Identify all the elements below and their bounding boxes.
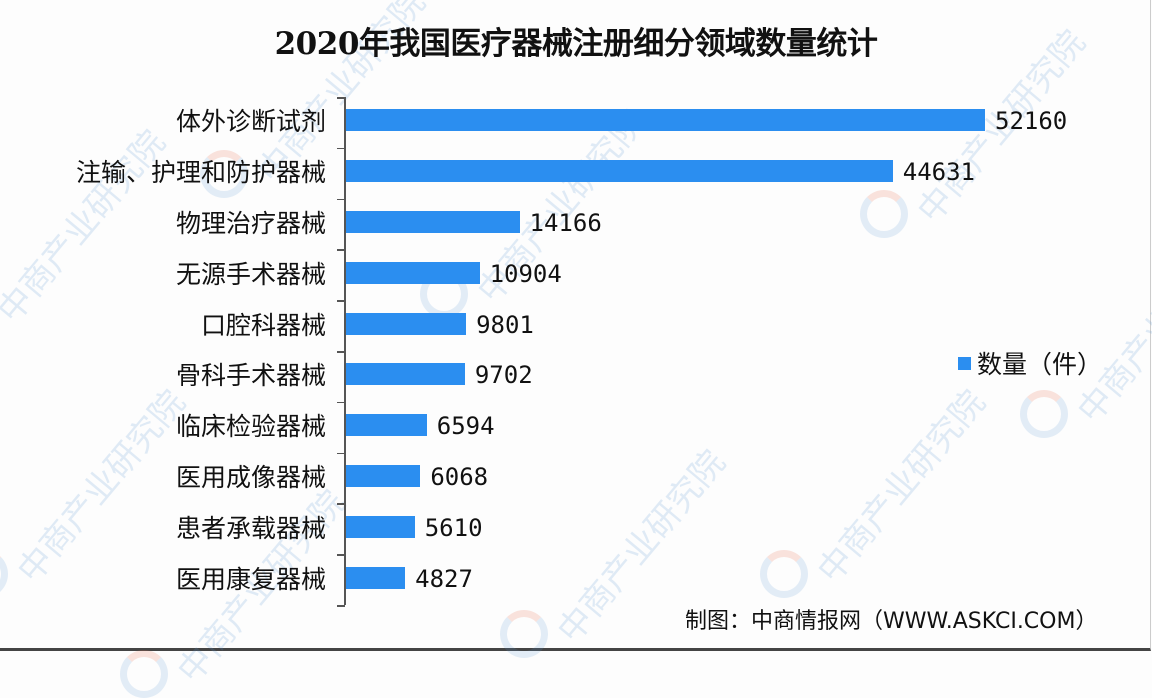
category-label: 无源手术器械 — [175, 259, 326, 289]
data-label: 6594 — [436, 412, 495, 441]
bar — [346, 211, 520, 233]
y-axis-tick — [337, 198, 345, 201]
y-axis-tick — [337, 249, 345, 251]
legend: 数量（件） — [958, 345, 1102, 381]
chart-frame — [0, 0, 1151, 651]
bar — [346, 109, 985, 132]
data-label: 10904 — [489, 259, 562, 288]
category-label: 医用康复器械 — [175, 564, 326, 594]
source-note: 制图：中商情报网（WWW.ASKCI.COM） — [685, 609, 1098, 634]
bar — [346, 312, 467, 335]
y-axis-tick — [337, 351, 345, 353]
y-axis-tick — [337, 147, 345, 150]
category-label: 物理治疗器械 — [175, 209, 326, 238]
category-label: 临床检验器械 — [175, 412, 326, 442]
category-label: 体外诊断试剂 — [175, 107, 326, 137]
bar — [346, 261, 480, 284]
chart-title: 2020年我国医疗器械注册细分领域数量统计 — [274, 26, 878, 62]
category-label: 患者承载器械 — [175, 513, 326, 543]
bar — [346, 465, 421, 487]
data-label: 9702 — [474, 361, 533, 390]
data-label: 14166 — [529, 209, 602, 237]
y-axis-tick — [337, 401, 345, 404]
y-axis-line — [344, 97, 346, 605]
data-label: 52160 — [995, 107, 1068, 136]
y-axis-tick — [337, 452, 345, 455]
watermark-logo-icon — [120, 650, 168, 698]
data-label: 6068 — [430, 463, 489, 491]
bar — [346, 160, 893, 183]
data-label: 5610 — [424, 513, 483, 542]
y-axis-tick — [337, 97, 345, 99]
bar — [346, 414, 427, 437]
bar — [346, 363, 465, 386]
category-label: 骨科手术器械 — [175, 361, 326, 391]
data-label: 9801 — [476, 310, 534, 339]
legend-swatch — [958, 356, 971, 370]
category-label: 医用成像器械 — [175, 463, 326, 492]
y-axis-tick — [337, 605, 345, 607]
legend-label: 数量（件） — [977, 350, 1103, 379]
category-label: 口腔科器械 — [200, 310, 326, 340]
y-axis-tick — [337, 503, 345, 505]
category-label: 注输、护理和防护器械 — [75, 158, 326, 188]
data-label: 4827 — [415, 564, 473, 593]
y-axis-tick — [337, 300, 345, 302]
bar — [346, 566, 406, 589]
bar — [346, 515, 415, 538]
y-axis-tick — [337, 554, 345, 556]
data-label: 44631 — [902, 158, 975, 187]
